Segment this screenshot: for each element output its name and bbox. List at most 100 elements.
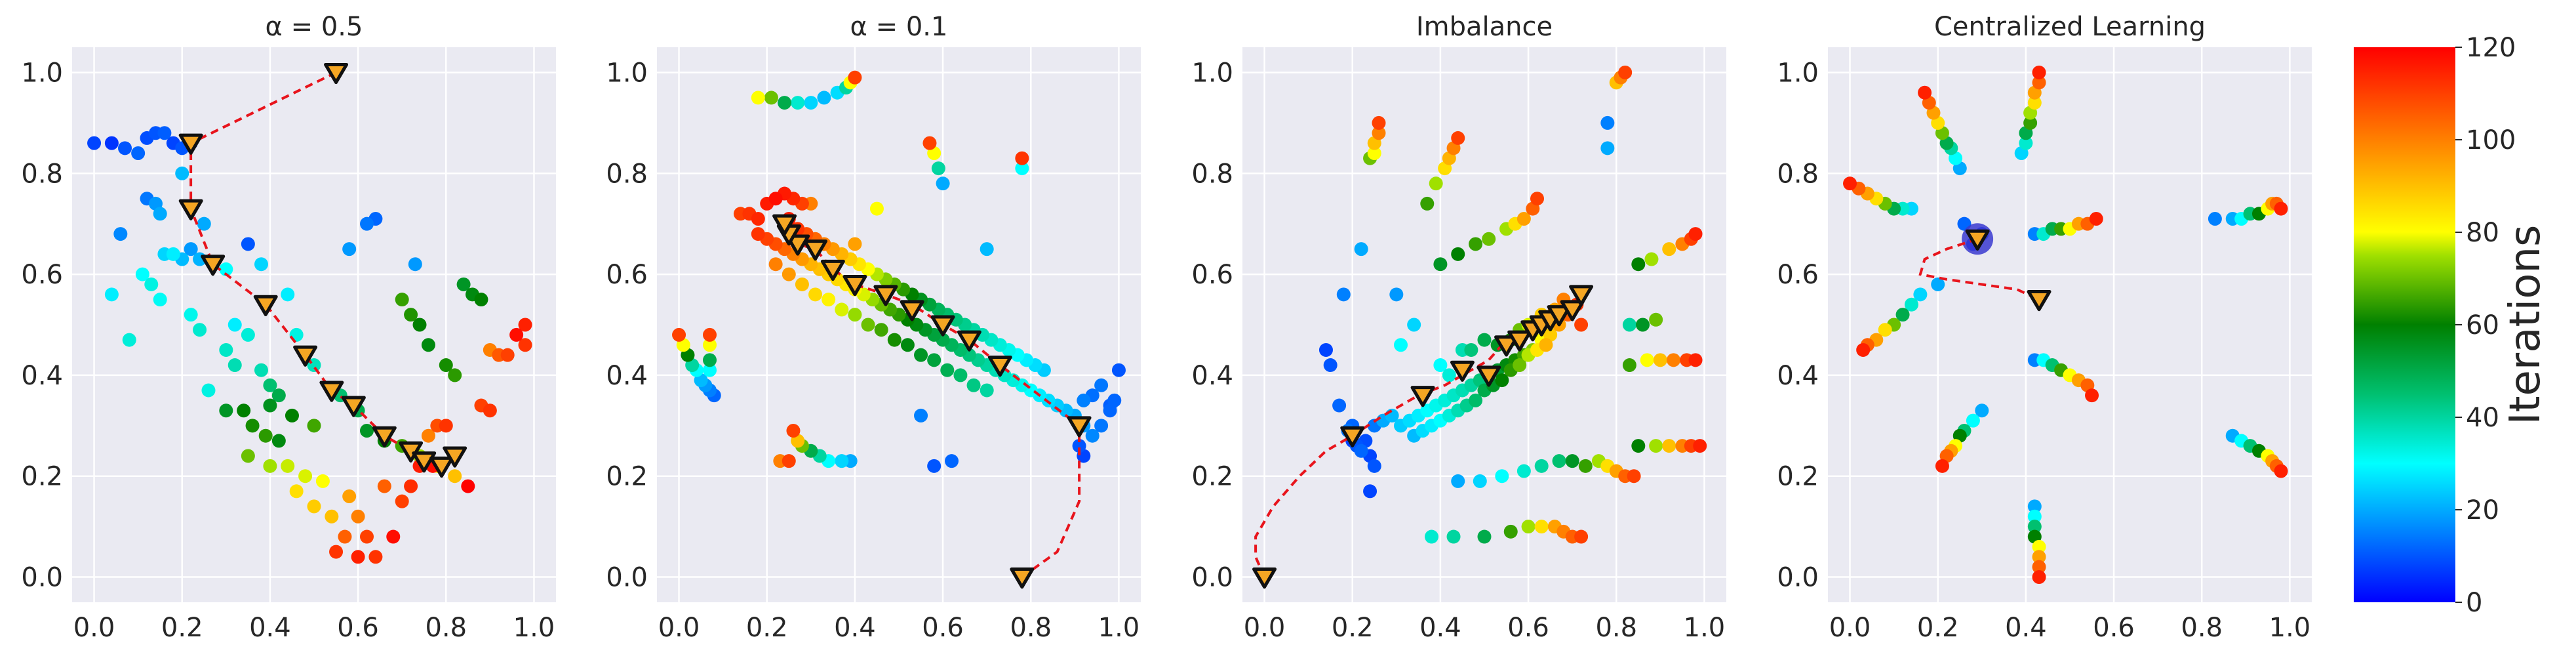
colorbar-gradient (2354, 47, 2455, 602)
data-point (786, 424, 801, 438)
data-point (254, 363, 268, 377)
y-tick-label: 0.0 (21, 563, 63, 593)
data-point (1895, 308, 1910, 322)
data-point (122, 333, 136, 347)
trajectory-marker (987, 356, 1012, 377)
data-point (2274, 464, 2288, 478)
data-point (421, 338, 435, 352)
data-point (1534, 459, 1549, 473)
trajectory-marker (372, 426, 397, 447)
data-point (448, 368, 462, 382)
data-point (1420, 196, 1435, 211)
trajectory-marker (1494, 335, 1519, 357)
data-point (1935, 459, 1949, 473)
data-point (1354, 242, 1368, 257)
data-point (966, 378, 981, 392)
trajectory-marker (2027, 290, 2051, 312)
data-point (184, 242, 198, 257)
data-point (254, 257, 268, 272)
data-point (835, 454, 849, 468)
data-point (703, 363, 717, 377)
subplot-title: Centralized Learning (1934, 12, 2206, 42)
data-point (1451, 247, 1465, 261)
trajectory-marker (429, 456, 454, 478)
axes-background (657, 47, 1141, 602)
data-point (193, 323, 207, 337)
y-tick-label: 0.2 (21, 462, 63, 492)
trajectory-marker (293, 345, 318, 367)
data-point (263, 378, 277, 392)
data-point (2027, 520, 2042, 534)
data-point (782, 267, 796, 281)
data-point (342, 242, 357, 257)
data-point (289, 484, 304, 499)
data-point (1904, 297, 1918, 312)
data-point (1666, 353, 1680, 367)
data-point (298, 469, 313, 484)
subplot-title: α = 0.1 (850, 12, 948, 42)
data-point (1565, 454, 1579, 468)
data-point (144, 277, 159, 291)
data-point (817, 91, 831, 105)
data-point (1367, 459, 1381, 473)
data-point (518, 318, 532, 332)
trajectory-marker (957, 330, 981, 352)
data-point (1318, 342, 1333, 357)
axes-background (72, 47, 556, 602)
subplot-title: Imbalance (1416, 12, 1553, 42)
data-point (166, 247, 180, 261)
y-tick-label: 0.8 (21, 159, 63, 189)
data-point (1442, 368, 1456, 382)
trajectory-marker (842, 274, 867, 297)
trajectory-marker (873, 285, 898, 306)
data-point (2208, 211, 2222, 226)
data-point (342, 489, 357, 503)
data-point (360, 529, 374, 544)
data-point (1424, 529, 1438, 544)
colorbar-tick-label: 120 (2466, 33, 2516, 63)
trajectory-marker (1010, 567, 1035, 589)
x-tick-label: 0.4 (1419, 613, 1461, 643)
x-tick-label: 0.2 (746, 613, 788, 643)
data-point (1627, 469, 1641, 484)
data-point (1015, 151, 1029, 165)
data-point (1622, 358, 1636, 373)
trajectory-marker (1965, 229, 1990, 251)
data-point (1094, 378, 1109, 392)
trajectory-marker (341, 396, 366, 417)
data-point (104, 287, 119, 302)
data-point (848, 70, 862, 85)
data-point (113, 227, 128, 241)
data-point (1534, 520, 1549, 534)
data-point (808, 287, 823, 302)
data-point (2032, 75, 2046, 90)
data-point (228, 318, 242, 332)
data-point (672, 327, 686, 342)
data-point (1640, 353, 1654, 367)
data-point (338, 529, 352, 544)
data-point (153, 207, 167, 221)
data-point (1336, 287, 1351, 302)
data-point (1913, 287, 1928, 302)
x-tick-label: 0.2 (1332, 613, 1374, 643)
data-point (1323, 358, 1338, 373)
x-tick-label: 0.4 (834, 613, 876, 643)
data-point (1631, 439, 1646, 453)
data-point (1539, 338, 1553, 352)
data-point (1394, 338, 1408, 352)
data-point (1451, 131, 1465, 145)
x-tick-label: 1.0 (1684, 613, 1726, 643)
data-point (241, 449, 255, 463)
data-point (135, 267, 149, 281)
data-point (1372, 126, 1386, 140)
trajectory-marker (1450, 360, 1475, 382)
trajectory-marker (324, 62, 349, 85)
plot-area: 0.0 0.2 0.4 0.6 0.8 1.0 0.0 0.2 0.4 0.6 0.8 1.0 (606, 47, 1141, 643)
data-point (764, 91, 778, 105)
data-point (118, 141, 132, 155)
data-point (201, 383, 216, 398)
trajectory-marker (1410, 386, 1435, 407)
x-tick-label: 0.0 (73, 613, 115, 643)
data-point (931, 161, 945, 176)
data-point (1662, 242, 1676, 257)
